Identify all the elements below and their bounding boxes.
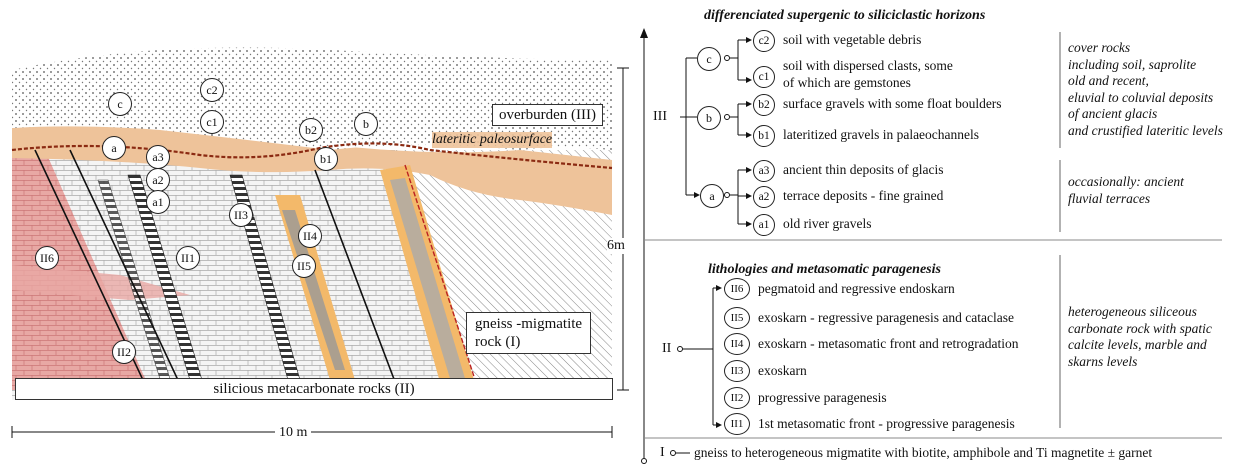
legend-text-II2: progressive paragenesis <box>758 390 887 405</box>
cross-section-drawing <box>11 47 629 438</box>
legend-code-a1: a1 <box>753 214 775 236</box>
note-terraces-line: fluvial terraces <box>1068 190 1151 206</box>
legend-code-b2: b2 <box>753 94 775 116</box>
gneiss-label-line1: gneiss -migmatite <box>475 316 583 332</box>
scale-width-label: 10 m <box>275 425 312 441</box>
legend-code-c2: c2 <box>753 30 775 52</box>
marker-II2: II2 <box>112 340 136 364</box>
note-II-line: heterogeneous siliceous <box>1068 304 1197 319</box>
legend-text-a1: old river gravels <box>783 216 872 231</box>
legend-text-c1-line1: soil with dispersed clasts, some <box>783 58 953 73</box>
legend-node-b: b <box>697 106 721 130</box>
note-cover-line: including soil, saprolite <box>1068 56 1197 72</box>
legend-I-text: gneiss to heterogeneous migmatite with b… <box>694 445 1153 460</box>
note-cover-line: eluvial to coluvial deposits <box>1068 89 1214 105</box>
marker-a3: a3 <box>146 145 170 169</box>
note-cover-rocks: cover rocks including soil, saprolite ol… <box>1068 40 1223 139</box>
legend-text-c1-line2: of which are gemstones <box>783 75 911 90</box>
marker-c2: c2 <box>200 78 224 102</box>
note-II: heterogeneous siliceous carbonate rock w… <box>1068 304 1212 370</box>
legend-code-II4: II4 <box>724 333 750 355</box>
legend-text-II1: 1st metasomatic front - progressive para… <box>758 416 1015 431</box>
note-terraces: occasionally: ancient fluvial terraces <box>1068 174 1184 207</box>
legend-code-II6: II6 <box>724 278 750 300</box>
legend-code-II5: II5 <box>724 307 750 329</box>
marker-b2: b2 <box>299 118 323 142</box>
legend-top-title: differenciated supergenic to siliciclast… <box>704 8 986 23</box>
legend-code-c1: c1 <box>753 66 775 88</box>
scale-height-label: 6m <box>607 238 625 254</box>
legend-text-c2: soil with vegetable debris <box>783 32 922 47</box>
legend-code-II1: II1 <box>724 413 750 435</box>
gneiss-label: gneiss -migmatite rock (I) <box>466 312 592 354</box>
note-II-line: carbonate rock with spatic <box>1068 320 1212 336</box>
overburden-label: overburden (III) <box>492 104 604 126</box>
legend-II-label: II <box>662 341 672 356</box>
note-cover-line: old and recent, <box>1068 73 1149 88</box>
marker-II1: II1 <box>176 246 200 270</box>
legend-text-II4: exoskarn - metasomatic front and retrogr… <box>758 336 1019 351</box>
marker-c: c <box>108 92 132 116</box>
legend-text-b2: surface gravels with some float boulders <box>783 96 1002 111</box>
marker-II6: II6 <box>35 246 59 270</box>
note-II-line: calcite levels, marble and <box>1068 337 1207 352</box>
marker-II4: II4 <box>298 224 322 248</box>
marker-a: a <box>102 136 126 160</box>
legend-text-II5: exoskarn - regressive paragenesis and ca… <box>758 310 1014 325</box>
legend-code-a2: a2 <box>753 186 775 208</box>
marker-II5: II5 <box>292 254 316 278</box>
marker-c1: c1 <box>200 110 224 134</box>
marker-II3: II3 <box>229 203 253 227</box>
legend-mid-title: lithologies and metasomatic paragenesis <box>708 262 941 277</box>
legend-node-a: a <box>700 184 724 208</box>
marker-b1: b1 <box>314 147 338 171</box>
note-terraces-line: occasionally: ancient <box>1068 174 1184 189</box>
legend-text-b1: lateritized gravels in palaeochannels <box>783 127 980 142</box>
legend-text-a2: terrace deposits - fine grained <box>783 188 944 203</box>
legend-I-label: I <box>660 445 665 460</box>
legend-code-a3: a3 <box>753 160 775 182</box>
legend-code-II2: II2 <box>724 387 750 409</box>
note-cover-line: cover rocks <box>1068 40 1131 55</box>
gneiss-label-line2: rock (I) <box>475 334 521 350</box>
legend-code-II3: II3 <box>724 360 750 382</box>
marker-b: b <box>354 112 378 136</box>
legend-node-c: c <box>697 47 721 71</box>
note-cover-line: of ancient glacis <box>1068 106 1158 121</box>
paleosurface-label: lateritic paleosurface <box>432 132 553 148</box>
overburden-zone <box>12 47 612 150</box>
metacarbonate-label: silicious metacarbonate rocks (II) <box>15 378 613 400</box>
note-II-line: skarns levels <box>1068 353 1138 369</box>
legend-text-II3: exoskarn <box>758 363 807 378</box>
note-cover-line: and crustified lateritic levels <box>1068 122 1223 138</box>
marker-a1: a1 <box>146 190 170 214</box>
geological-cross-section: overburden (III) lateritic paleosurface … <box>11 47 629 441</box>
legend-III-label: III <box>653 109 667 124</box>
legend-text-a3: ancient thin deposits of glacis <box>783 162 944 177</box>
pegmatoid-zone <box>12 150 150 390</box>
legend-text-II6: pegmatoid and regressive endoskarn <box>758 281 955 296</box>
legend-code-b1: b1 <box>753 125 775 147</box>
